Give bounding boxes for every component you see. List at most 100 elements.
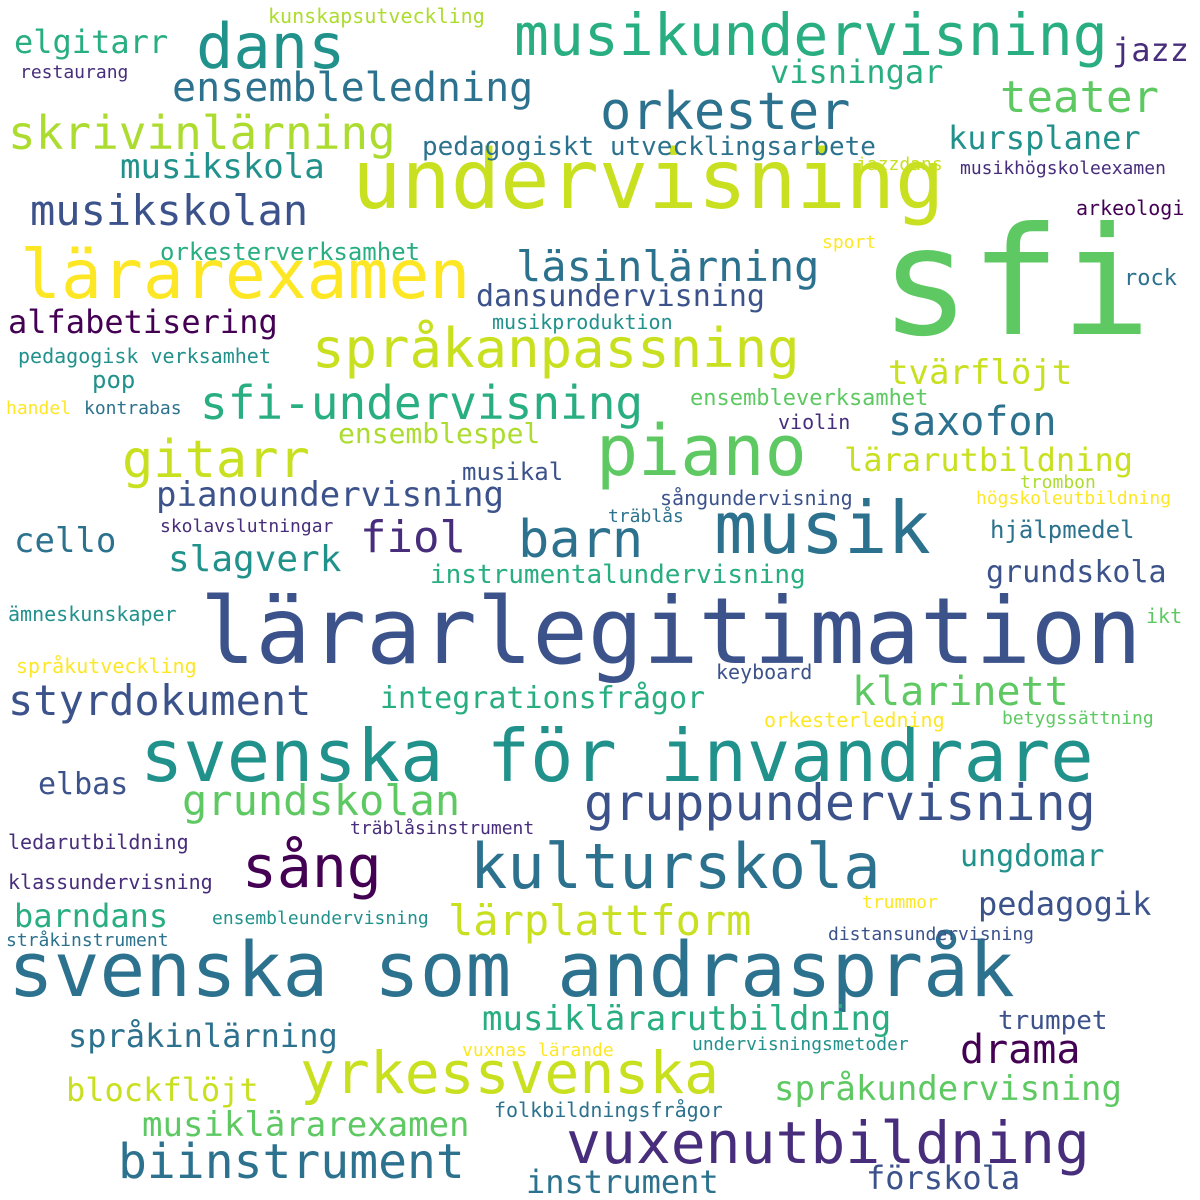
word-larplattform: lärplattform: [448, 896, 752, 945]
word-betygssattning: betygssättning: [1002, 708, 1154, 729]
word-lasinlarning: läsinlärning: [516, 242, 820, 291]
word-musikundervisning: musikundervisning: [514, 1, 1108, 69]
word-musiklararutbildning: musiklärarutbildning: [482, 999, 892, 1039]
word-grundskolan: grundskolan: [182, 776, 461, 825]
word-musikskolan: musikskolan: [30, 186, 309, 235]
word-skrivinlarning: skrivinlärning: [8, 106, 396, 160]
word-orkesterledning: orkesterledning: [764, 708, 945, 732]
word-drama: drama: [960, 1027, 1081, 1073]
word-ensembleverksamhet: ensembleverksamhet: [690, 386, 929, 411]
word-musikproduktion: musikproduktion: [492, 310, 673, 334]
word-distansundervisning: distansundervisning: [828, 924, 1034, 945]
word-musikskola: musikskola: [120, 147, 325, 187]
word-trombon: trombon: [1020, 472, 1096, 493]
word-alfabetisering: alfabetisering: [8, 303, 278, 341]
word-musikhogskoleexamen: musikhögskoleexamen: [960, 158, 1166, 179]
word-hjalpmedel: hjälpmedel: [990, 516, 1135, 544]
word-klassundervisning: klassundervisning: [8, 870, 213, 894]
word-fiol: fiol: [360, 512, 466, 563]
word-cello: cello: [14, 521, 117, 561]
word-ikt: ikt: [1146, 604, 1183, 628]
word-sfi: sfi: [880, 196, 1151, 370]
word-dans: dans: [196, 10, 346, 83]
word-gitarr: gitarr: [122, 430, 310, 490]
word-ungdomar: ungdomar: [960, 839, 1105, 874]
word-jazz: jazz: [1112, 31, 1190, 69]
word-vuxenutbildning: vuxenutbildning: [566, 1109, 1090, 1177]
word-pedagogisk-verksamhet: pedagogisk verksamhet: [18, 344, 271, 368]
word-integrationsfragor: integrationsfrågor: [380, 681, 706, 716]
word-orkesterverksamhet: orkesterverksamhet: [160, 238, 421, 266]
word-pop: pop: [92, 366, 136, 394]
word-violin: violin: [778, 410, 851, 434]
word-ensembleledning: ensembleledning: [172, 65, 534, 111]
word-blockflojt: blockflöjt: [66, 1071, 259, 1109]
word-saxofon: saxofon: [888, 399, 1057, 445]
word-elbas: elbas: [38, 767, 129, 802]
word-vuxnas-larande: vuxnas lärande: [462, 1040, 614, 1061]
word-yrkessvenska: yrkessvenska: [300, 1039, 720, 1107]
word-trablas: träblås: [608, 506, 684, 527]
word-ensemblespel: ensemblespel: [338, 417, 541, 450]
word-lararexamen: lärarexamen: [20, 236, 471, 315]
word-hogskoleutbildning: högskoleutbildning: [976, 488, 1172, 509]
word-trablasinstrument: träblåsinstrument: [350, 818, 535, 839]
word-pedagogiskt-utvecklingsarbete: pedagogiskt utvecklingsarbete: [422, 132, 876, 162]
word-undervisning: undervisning: [352, 133, 945, 228]
word-handel: handel: [6, 398, 72, 419]
word-kontrabas: kontrabas: [84, 398, 182, 419]
word-grundskola: grundskola: [986, 555, 1167, 590]
word-undervisningsmetoder: undervisningsmetoder: [692, 1034, 909, 1055]
word-sang: sång: [242, 833, 382, 901]
word-svenska-for-invandrare: svenska för invandrare: [140, 714, 1094, 798]
word-folkbildningsfragor: folkbildningsfrågor: [494, 1098, 723, 1122]
word-svenska-som-andrasprak: svenska som andraspråk: [8, 925, 1015, 1014]
word-teater: teater: [1000, 72, 1159, 123]
word-rock: rock: [1124, 266, 1177, 291]
word-arkeologi: arkeologi: [1076, 196, 1185, 220]
word-piano: piano: [596, 410, 807, 492]
word-instrument: instrument: [526, 1163, 719, 1200]
word-ledarutbildning: ledarutbildning: [8, 830, 189, 854]
word-forskola: förskola: [866, 1159, 1021, 1197]
word-tvarflojt: tvärflöjt: [888, 353, 1073, 393]
word-trummor: trummor: [862, 892, 938, 913]
word-sprakutveckling: språkutveckling: [16, 654, 197, 678]
word-klarinett: klarinett: [852, 669, 1069, 715]
word-strakinstrument: stråkinstrument: [6, 930, 169, 951]
word-kunskapsutveckling: kunskapsutveckling: [268, 4, 485, 28]
word-sfi-undervisning: sfi-undervisning: [200, 376, 644, 430]
word-kulturskola: kulturskola: [470, 830, 881, 903]
word-ensembleundervisning: ensembleundervisning: [212, 908, 429, 929]
word-musikal: musikal: [462, 458, 564, 486]
word-lararutbildning: lärarutbildning: [844, 441, 1133, 479]
word-lararlegitimation: lärarlegitimation: [200, 578, 1142, 685]
word-restaurang: restaurang: [20, 62, 129, 83]
word-pedagogik: pedagogik: [978, 885, 1152, 923]
word-sprakanpassning: språkanpassning: [312, 317, 800, 380]
word-instrumentalundervisning: instrumentalundervisning: [430, 560, 806, 590]
word-dansundervisning: dansundervisning: [476, 279, 765, 314]
word-visningar: visningar: [770, 53, 944, 91]
word-sprakundervisning: språkundervisning: [774, 1069, 1122, 1109]
word-styrdokument: styrdokument: [8, 676, 312, 725]
word-jazzdans: jazzdans: [856, 154, 943, 175]
word-skolavslutningar: skolavslutningar: [160, 516, 334, 537]
word-amneskunskaper: ämneskunskaper: [8, 602, 177, 626]
word-biinstrument: biinstrument: [118, 1134, 465, 1190]
word-keyboard: keyboard: [716, 660, 813, 684]
word-musik: musik: [714, 486, 931, 570]
word-musiklararexamen: musiklärarexamen: [142, 1105, 470, 1145]
word-orkester: orkester: [600, 82, 851, 142]
word-sport: sport: [822, 232, 877, 253]
word-kursplaner: kursplaner: [948, 119, 1141, 157]
word-barn: barn: [518, 510, 644, 570]
word-pianoundervisning: pianoundervisning: [156, 475, 504, 515]
word-gruppundervisning: gruppundervisning: [584, 774, 1096, 832]
word-barndans: barndans: [14, 897, 169, 935]
word-sprakinlarning: språkinlärning: [68, 1017, 338, 1055]
word-slagverk: slagverk: [168, 539, 342, 580]
word-elgitarr: elgitarr: [14, 23, 169, 61]
word-trumpet: trumpet: [998, 1006, 1108, 1036]
